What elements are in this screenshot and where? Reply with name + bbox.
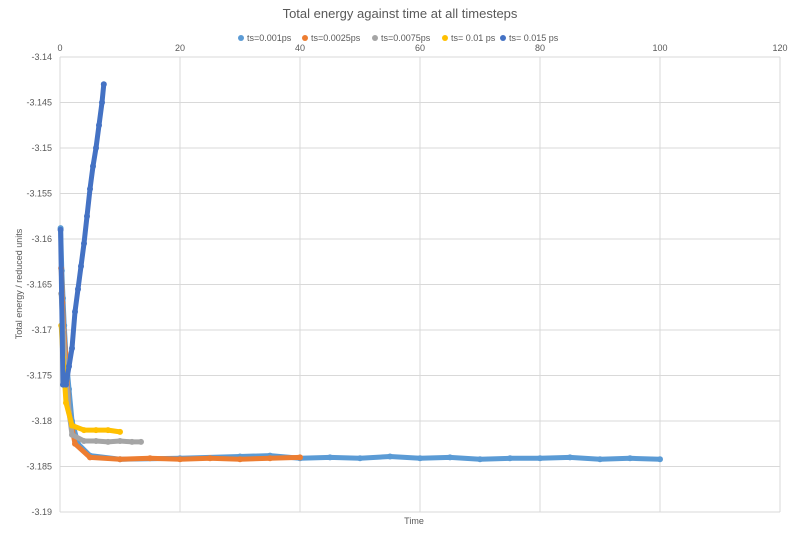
legend-entry: ts= 0.01 ps: [451, 33, 496, 43]
series-trace: [58, 225, 663, 462]
x-tick-label: 60: [415, 43, 425, 53]
data-point: [447, 454, 453, 461]
data-point: [57, 226, 64, 233]
x-tick-label: 0: [57, 43, 62, 53]
legend-entry: ts= 0.015 ps: [509, 33, 559, 43]
data-point: [417, 455, 423, 462]
data-point: [69, 431, 75, 438]
data-point: [297, 454, 303, 461]
data-point: [69, 345, 75, 352]
data-point: [81, 427, 87, 434]
data-point: [657, 456, 663, 463]
y-axis-label: Total energy / reduced units: [14, 228, 24, 339]
data-point: [81, 438, 87, 444]
legend-entry: ts=0.0075ps: [381, 33, 431, 43]
series-trace: [58, 81, 107, 388]
y-tick-label: -3.185: [26, 462, 52, 472]
data-point: [72, 440, 78, 447]
grid-vertical: [59, 57, 781, 512]
data-point: [84, 213, 90, 220]
data-point: [507, 455, 513, 462]
data-point: [567, 454, 573, 461]
data-point: [267, 455, 273, 462]
data-point: [69, 422, 75, 429]
legend: ts=0.001ps ts=0.0025ps ts=0.0075ps ts= 0.01…: [238, 33, 559, 43]
data-point: [207, 455, 213, 462]
data-point: [81, 240, 87, 247]
y-tick-label: -3.14: [31, 52, 52, 62]
x-axis: 0 20 40 60 80 100 120: [57, 43, 787, 53]
data-point: [72, 308, 78, 315]
legend-entry: ts=0.0025ps: [311, 33, 361, 43]
y-tick-label: -3.19: [31, 507, 52, 517]
y-axis: -3.14 -3.145 -3.15 -3.155 -3.16 -3.165 -3.17 -3…: [26, 52, 52, 517]
data-point: [129, 438, 135, 445]
legend-marker: [372, 35, 378, 41]
x-tick-label: 80: [535, 43, 545, 53]
data-point: [87, 186, 93, 192]
legend-marker: [442, 35, 448, 41]
x-tick-label: 40: [295, 43, 305, 53]
data-point: [105, 427, 111, 434]
data-point: [93, 438, 99, 444]
y-tick-label: -3.15: [31, 143, 52, 153]
data-point: [96, 122, 102, 129]
data-point: [477, 456, 483, 463]
data-point: [105, 438, 111, 445]
data-point: [100, 81, 107, 88]
y-tick-label: -3.17: [31, 325, 52, 335]
data-point: [357, 455, 363, 462]
data-point: [117, 456, 123, 463]
plot-area: [57, 81, 663, 463]
legend-entry: ts=0.001ps: [247, 33, 292, 43]
data-point: [78, 263, 84, 270]
data-point: [138, 438, 144, 445]
data-point: [627, 455, 633, 462]
x-axis-label: Time: [404, 516, 424, 526]
data-point: [99, 99, 105, 106]
x-tick-label: 100: [652, 43, 667, 53]
data-point: [66, 363, 72, 370]
data-point: [93, 427, 99, 434]
data-point: [327, 454, 333, 461]
y-tick-label: -3.18: [31, 416, 52, 426]
legend-marker: [238, 35, 244, 41]
data-point: [63, 399, 69, 406]
x-tick-label: 120: [772, 43, 787, 53]
y-tick-label: -3.145: [26, 98, 52, 108]
y-tick-label: -3.175: [26, 371, 52, 381]
data-point: [387, 453, 393, 460]
data-point: [597, 456, 603, 463]
legend-marker: [500, 35, 506, 41]
data-point: [117, 428, 123, 435]
data-point: [75, 286, 81, 293]
data-point: [87, 454, 93, 461]
data-point: [90, 163, 96, 170]
data-point: [93, 145, 99, 151]
data-point: [147, 455, 153, 462]
y-tick-label: -3.155: [26, 189, 52, 199]
y-tick-label: -3.16: [31, 234, 52, 244]
data-point: [63, 381, 69, 388]
y-tick-label: -3.165: [26, 280, 52, 290]
x-tick-label: 20: [175, 43, 185, 53]
data-point: [177, 456, 183, 463]
data-point: [237, 456, 243, 463]
chart-title: Total energy against time at all timeste…: [283, 6, 518, 21]
legend-marker: [302, 35, 308, 41]
data-point: [537, 455, 543, 462]
data-point: [117, 438, 123, 444]
